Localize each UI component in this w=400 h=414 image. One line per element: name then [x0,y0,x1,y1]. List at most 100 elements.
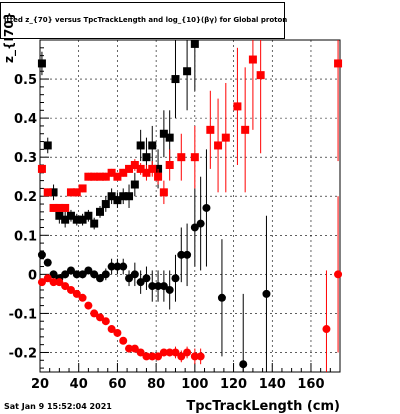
title-box: itted z_{70} versus TpcTrackLength and l… [0,2,287,39]
data-point [61,282,70,291]
data-point [43,188,52,197]
data-point [78,215,87,224]
data-point [142,153,151,162]
data-point [96,274,104,283]
x-tick-label: 20 [31,377,49,392]
data-point [233,102,242,111]
data-point [37,250,46,259]
data-point [61,270,70,279]
data-point [136,278,145,287]
data-point [142,274,151,283]
data-point [107,168,116,177]
plot-area: 20 40 60 80 100 120 140 160 -0.2 -0.1 0 0.1 0.2 0.3 0… [9,39,343,392]
x-tick-label: 40 [70,377,88,392]
data-point [125,274,134,283]
data-point [72,188,81,197]
data-point [136,164,145,173]
data-point [239,360,248,369]
data-point [101,172,110,181]
data-series [37,39,343,372]
data-point [37,59,46,68]
data-point [101,200,110,209]
data-point [217,293,226,302]
data-point [107,262,116,271]
data-point [322,325,331,334]
series-0 [37,39,199,230]
plot-frame [39,39,341,373]
data-point [130,270,139,279]
data-point [154,352,163,361]
data-point [84,172,93,181]
data-point [66,285,75,294]
y-axis: -0.2 -0.1 0 0.1 0.2 0.3 0.4 0.5 [9,47,49,369]
data-point [107,325,116,334]
data-point [113,196,122,205]
grid-lines [39,40,340,372]
y-tick-label: 0 [28,268,37,283]
data-point [190,39,199,48]
data-point [84,301,93,310]
x-tick-label: 80 [147,377,165,392]
y-axis-label: z_{I70} [2,12,17,63]
data-point [334,270,343,279]
y-tick-label: 0.4 [14,112,37,127]
x-tick-label: 60 [108,377,126,392]
data-point [177,250,186,259]
data-point [66,211,75,220]
data-point [119,168,128,177]
data-point [159,282,168,291]
data-point [125,344,134,353]
data-point [142,352,151,361]
data-point [113,262,122,271]
data-point [84,211,93,220]
data-point [202,203,211,212]
data-point [119,336,128,345]
data-point [190,352,199,361]
data-point [148,352,157,361]
data-point [171,75,180,84]
data-point [171,274,180,283]
data-point [148,164,157,173]
data-point [113,172,122,181]
data-point [66,266,75,275]
data-point [61,215,70,224]
data-point [96,172,104,181]
data-point [37,164,46,173]
series-2 [37,40,343,212]
data-point [159,188,168,197]
data-point [43,258,52,267]
data-point [72,215,81,224]
data-point [90,270,99,279]
data-point [154,282,163,291]
chart-title: itted z_{70} versus TpcTrackLength and l… [4,16,287,24]
data-point [241,125,250,134]
data-point [101,270,110,279]
data-point [49,278,58,287]
data-point [130,344,139,353]
timestamp: Sat Jan 9 15:52:04 2021 [4,402,112,411]
data-point [61,203,70,212]
data-point [165,160,174,169]
data-point [72,289,81,298]
data-point [148,141,157,150]
data-point [165,348,174,357]
data-point [136,141,145,150]
data-point [37,278,46,287]
data-point [72,270,81,279]
data-point [78,184,87,193]
data-point [78,293,87,302]
y-tick-label: 0.5 [14,73,37,88]
data-point [96,313,104,322]
data-point [165,285,174,294]
data-point [159,348,168,357]
data-point [49,188,58,197]
data-point [125,192,134,201]
data-point [196,352,205,361]
data-point [119,192,128,201]
y-tick-label: 0.3 [14,151,37,166]
data-point [196,219,205,228]
data-point [119,262,128,271]
data-point [130,180,139,189]
data-point [190,153,199,162]
